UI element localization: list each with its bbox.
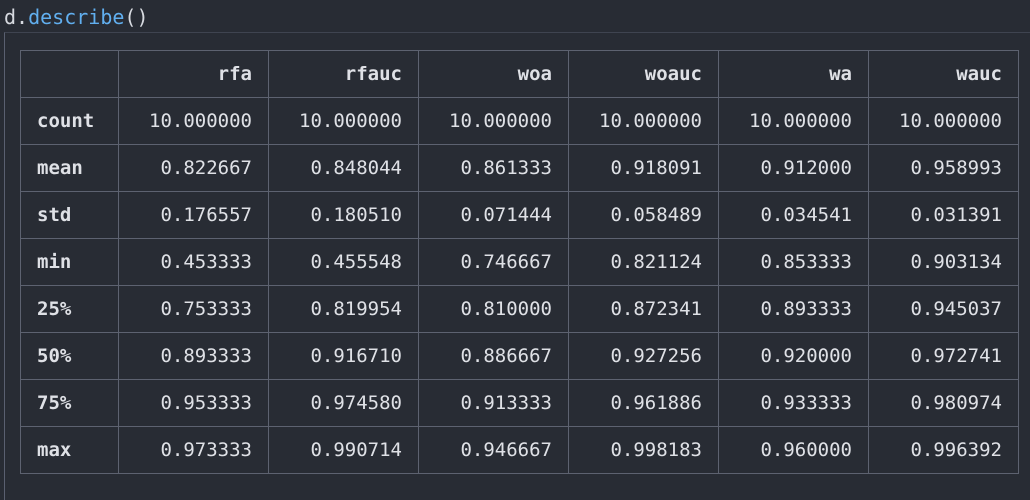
- table-cell: 0.961886: [568, 379, 719, 427]
- table-cell: 0.821124: [568, 238, 719, 286]
- describe-table: rfa rfauc woa woauc wa wauc count 10.000…: [20, 50, 1019, 474]
- table-cell: 0.980974: [868, 379, 1019, 427]
- table-cell: 0.946667: [418, 426, 569, 474]
- table-cell: 0.973333: [118, 426, 269, 474]
- table-cell: 0.913333: [418, 379, 569, 427]
- table-cell: 0.453333: [118, 238, 269, 286]
- table-cell: 0.912000: [718, 144, 869, 192]
- table-cell: 0.927256: [568, 332, 719, 380]
- table-cell: 0.753333: [118, 285, 269, 333]
- row-header: max: [20, 426, 119, 474]
- table-cell: 10.000000: [268, 97, 419, 145]
- row-header: count: [20, 97, 119, 145]
- table-cell: 0.886667: [418, 332, 569, 380]
- table-cell: 0.893333: [118, 332, 269, 380]
- table-cell: 0.953333: [118, 379, 269, 427]
- table-header-row: rfa rfauc woa woauc wa wauc: [20, 50, 1019, 98]
- column-header: wauc: [868, 50, 1019, 98]
- table-corner: [20, 50, 119, 98]
- table-cell: 0.180510: [268, 191, 419, 239]
- table-cell: 0.933333: [718, 379, 869, 427]
- table-cell: 10.000000: [868, 97, 1019, 145]
- table-cell: 0.872341: [568, 285, 719, 333]
- table-cell: 0.848044: [268, 144, 419, 192]
- column-header: woauc: [568, 50, 719, 98]
- table-row: max 0.973333 0.990714 0.946667 0.998183 …: [20, 426, 1019, 474]
- row-header: std: [20, 191, 119, 239]
- table-cell: 0.071444: [418, 191, 569, 239]
- row-header: 25%: [20, 285, 119, 333]
- table-cell: 0.034541: [718, 191, 869, 239]
- table-row: 25% 0.753333 0.819954 0.810000 0.872341 …: [20, 285, 1019, 333]
- table-cell: 0.920000: [718, 332, 869, 380]
- code-cell-input[interactable]: d.describe(): [4, 3, 149, 31]
- table-cell: 0.998183: [568, 426, 719, 474]
- table-cell: 10.000000: [718, 97, 869, 145]
- table-row: mean 0.822667 0.848044 0.861333 0.918091…: [20, 144, 1019, 192]
- row-header: 75%: [20, 379, 119, 427]
- table-row: std 0.176557 0.180510 0.071444 0.058489 …: [20, 191, 1019, 239]
- row-header: 50%: [20, 332, 119, 380]
- table-cell: 0.861333: [418, 144, 569, 192]
- table-cell: 0.746667: [418, 238, 569, 286]
- column-header: rfa: [118, 50, 269, 98]
- table-cell: 0.176557: [118, 191, 269, 239]
- table-row: 75% 0.953333 0.974580 0.913333 0.961886 …: [20, 379, 1019, 427]
- table-cell: 0.853333: [718, 238, 869, 286]
- column-header: rfauc: [268, 50, 419, 98]
- code-parens: (): [124, 5, 149, 29]
- table-cell: 0.058489: [568, 191, 719, 239]
- table-cell: 0.810000: [418, 285, 569, 333]
- column-header: wa: [718, 50, 869, 98]
- table-cell: 0.945037: [868, 285, 1019, 333]
- table-cell: 0.918091: [568, 144, 719, 192]
- code-dot: .: [16, 5, 29, 29]
- table-cell: 0.455548: [268, 238, 419, 286]
- table-cell: 0.893333: [718, 285, 869, 333]
- table-row: 50% 0.893333 0.916710 0.886667 0.927256 …: [20, 332, 1019, 380]
- table-cell: 10.000000: [418, 97, 569, 145]
- row-header: mean: [20, 144, 119, 192]
- table-cell: 0.903134: [868, 238, 1019, 286]
- table-cell: 0.958993: [868, 144, 1019, 192]
- table-cell: 10.000000: [118, 97, 269, 145]
- table-cell: 0.960000: [718, 426, 869, 474]
- table-row: count 10.000000 10.000000 10.000000 10.0…: [20, 97, 1019, 145]
- table-row: min 0.453333 0.455548 0.746667 0.821124 …: [20, 238, 1019, 286]
- table-cell: 0.819954: [268, 285, 419, 333]
- table-cell: 0.990714: [268, 426, 419, 474]
- code-object: d: [4, 5, 17, 29]
- cell-output-area: [4, 32, 1030, 500]
- table-cell: 0.916710: [268, 332, 419, 380]
- table-cell: 0.972741: [868, 332, 1019, 380]
- column-header: woa: [418, 50, 569, 98]
- table-cell: 0.822667: [118, 144, 269, 192]
- row-header: min: [20, 238, 119, 286]
- table-cell: 0.996392: [868, 426, 1019, 474]
- table-cell: 0.974580: [268, 379, 419, 427]
- table-cell: 10.000000: [568, 97, 719, 145]
- table-cell: 0.031391: [868, 191, 1019, 239]
- code-method: describe: [28, 5, 125, 29]
